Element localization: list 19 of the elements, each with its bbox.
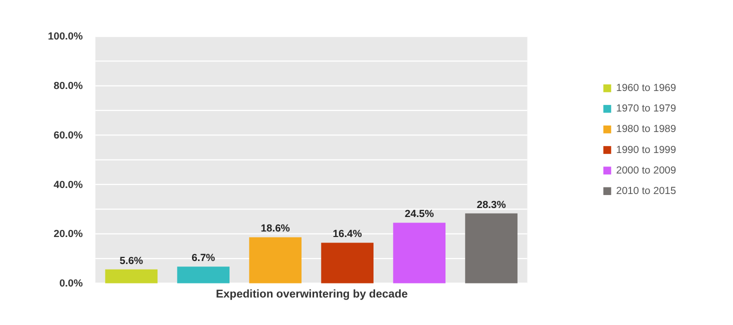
legend-label: 1990 to 1999 xyxy=(616,144,676,156)
data-label: 18.6% xyxy=(260,224,290,235)
legend-label: 2010 to 2015 xyxy=(616,186,676,197)
legend-label: 2000 to 2009 xyxy=(616,165,676,176)
legend-label: 1970 to 1979 xyxy=(616,104,676,115)
legend-label: 1980 to 1989 xyxy=(616,124,676,136)
data-label: 24.5% xyxy=(404,209,434,220)
data-label: 6.7% xyxy=(192,253,216,264)
x-axis-title: Expedition overwintering by decade xyxy=(216,288,408,301)
data-label: 5.6% xyxy=(120,256,144,267)
data-label: 16.4% xyxy=(332,229,362,240)
y-tick-label: 20.0% xyxy=(54,229,83,240)
y-tick-label: 40.0% xyxy=(54,180,83,191)
data-label: 28.3% xyxy=(476,200,506,211)
y-tick-label: 100.0% xyxy=(48,32,83,43)
legend-label: 1960 to 1969 xyxy=(616,83,676,94)
y-tick-label: 0.0% xyxy=(59,278,83,290)
y-tick-label: 80.0% xyxy=(54,81,83,92)
y-tick-label: 60.0% xyxy=(54,130,83,142)
